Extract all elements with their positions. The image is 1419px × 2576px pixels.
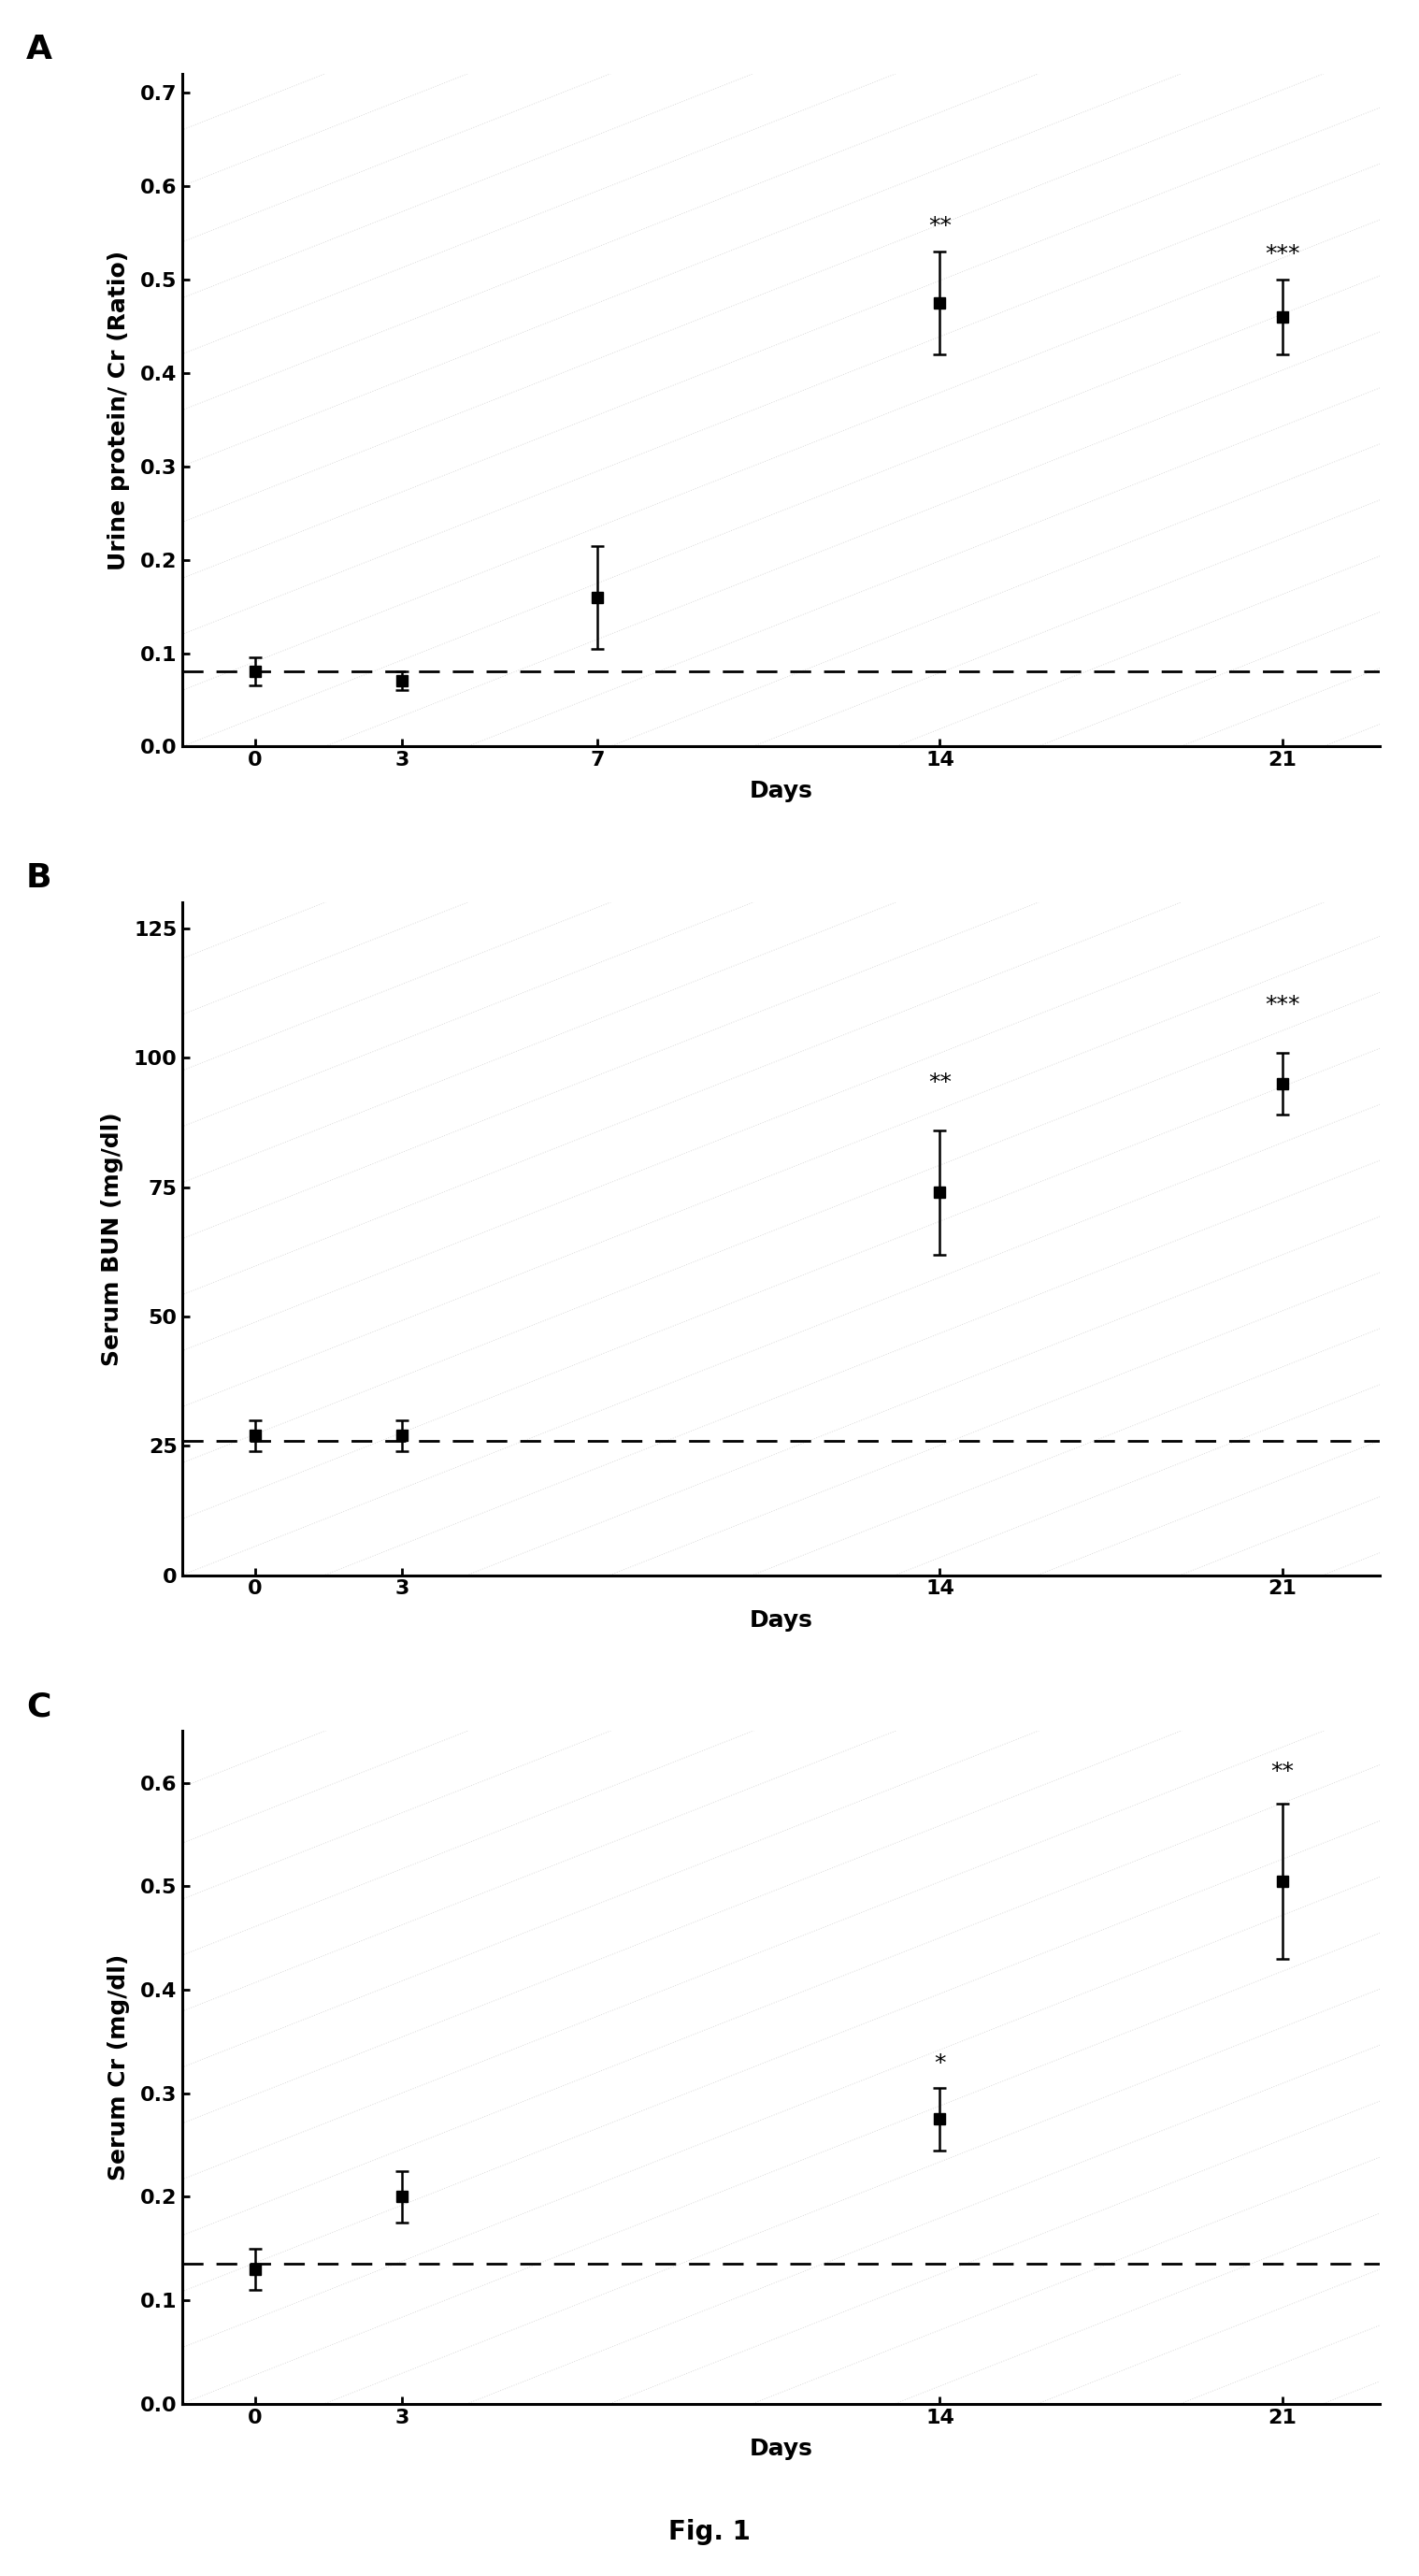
Text: *: * (934, 2053, 945, 2074)
Y-axis label: Urine protein/ Cr (Ratio): Urine protein/ Cr (Ratio) (108, 250, 131, 569)
Text: C: C (26, 1690, 51, 1723)
Text: Fig. 1: Fig. 1 (668, 2519, 751, 2545)
Text: **: ** (1270, 1759, 1294, 1783)
Text: **: ** (928, 214, 952, 237)
Y-axis label: Serum BUN (mg/dl): Serum BUN (mg/dl) (101, 1113, 123, 1365)
X-axis label: Days: Days (749, 2437, 813, 2460)
Text: **: ** (928, 1072, 952, 1095)
Text: A: A (26, 33, 53, 64)
Text: ***: *** (1264, 242, 1300, 265)
Y-axis label: Serum Cr (mg/dl): Serum Cr (mg/dl) (108, 1955, 131, 2182)
X-axis label: Days: Days (749, 1610, 813, 1631)
Text: ***: *** (1264, 994, 1300, 1018)
Text: B: B (26, 863, 53, 894)
X-axis label: Days: Days (749, 781, 813, 804)
